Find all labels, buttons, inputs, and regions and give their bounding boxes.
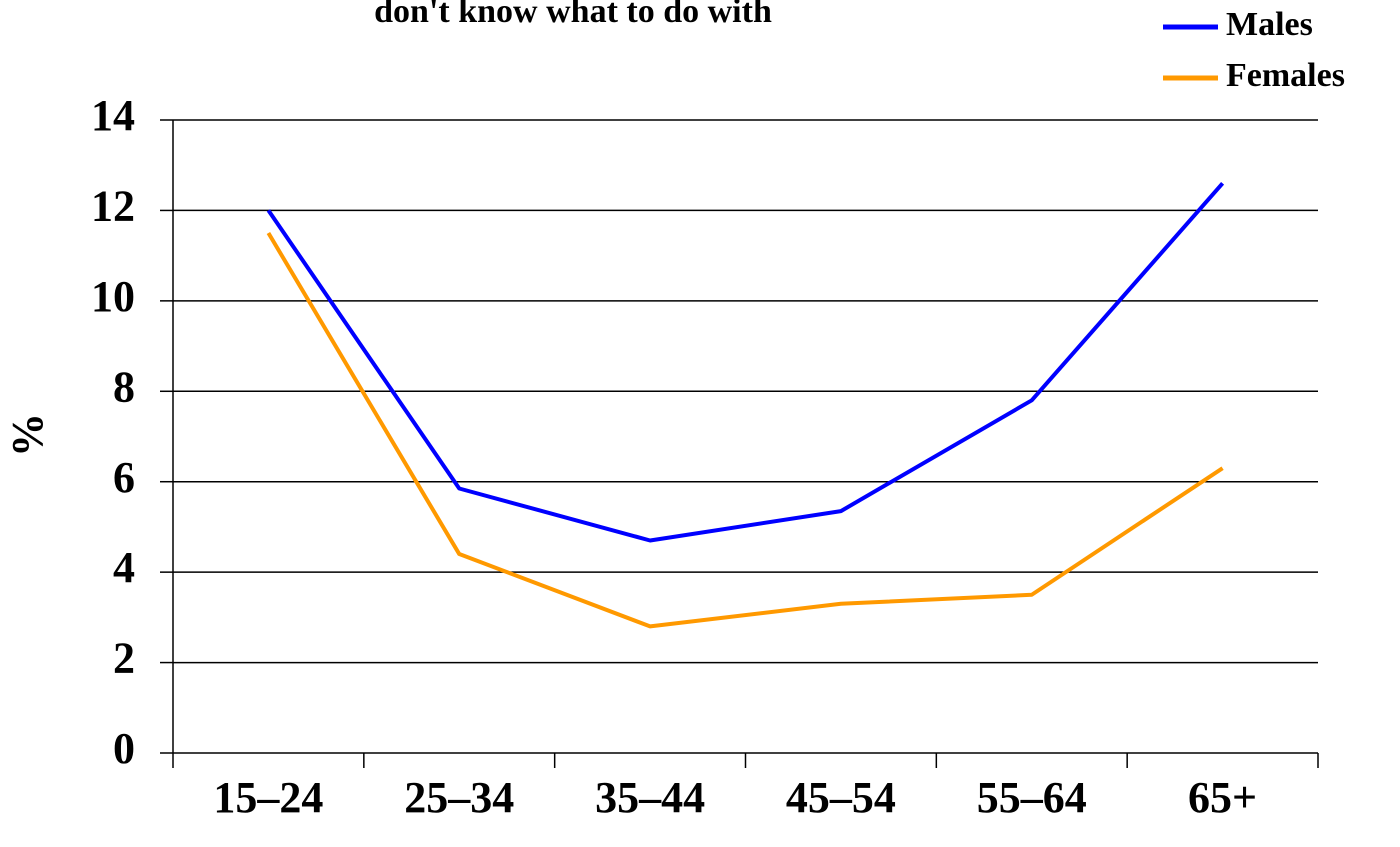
y-tick-label: 14 [91, 91, 135, 140]
x-tick-label: 55–64 [977, 773, 1087, 822]
series-line [266, 181, 1225, 543]
y-tick-label: 0 [113, 724, 135, 773]
y-tick-label: 6 [113, 453, 135, 502]
x-tick-label: 15–24 [213, 773, 323, 822]
y-tick-label: 4 [113, 543, 135, 592]
legend-label: Females [1226, 57, 1345, 94]
x-tick-label: 65+ [1188, 773, 1257, 822]
chart-title: don't know what to do with [374, 0, 772, 30]
series-line [266, 232, 1224, 629]
y-tick-label: 10 [91, 272, 135, 321]
x-tick-label: 25–34 [404, 773, 514, 822]
x-tick-label: 35–44 [595, 773, 705, 822]
y-axis-label: % [3, 413, 52, 457]
y-tick-label: 12 [91, 182, 135, 231]
legend-label: Males [1226, 6, 1313, 43]
y-tick-label: 2 [113, 634, 135, 683]
x-tick-label: 45–54 [786, 773, 896, 822]
y-tick-label: 8 [113, 362, 135, 411]
